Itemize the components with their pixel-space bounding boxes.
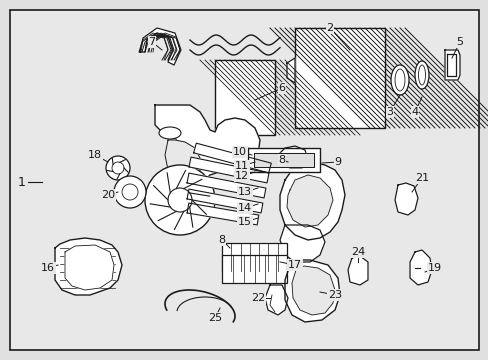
Polygon shape	[247, 148, 319, 172]
Bar	[222, 255, 286, 283]
Text: 25: 25	[207, 313, 222, 323]
Text: 17: 17	[287, 260, 302, 270]
Polygon shape	[187, 173, 265, 198]
Text: 11: 11	[235, 161, 248, 171]
Polygon shape	[187, 189, 263, 213]
Text: 19: 19	[427, 263, 441, 273]
Polygon shape	[164, 140, 200, 182]
Circle shape	[168, 188, 192, 212]
Polygon shape	[187, 203, 258, 225]
Text: 2: 2	[326, 23, 333, 33]
Polygon shape	[253, 153, 313, 167]
Ellipse shape	[414, 61, 428, 89]
Ellipse shape	[159, 127, 181, 139]
Circle shape	[106, 156, 130, 180]
Polygon shape	[394, 183, 417, 215]
Polygon shape	[140, 28, 181, 65]
Text: 20: 20	[101, 190, 115, 200]
Polygon shape	[285, 260, 339, 322]
Polygon shape	[347, 256, 367, 285]
Polygon shape	[278, 146, 307, 168]
Polygon shape	[409, 250, 431, 285]
Polygon shape	[444, 50, 459, 80]
Text: 5: 5	[456, 37, 463, 47]
Polygon shape	[446, 54, 455, 76]
Text: 21: 21	[414, 173, 428, 183]
Polygon shape	[193, 143, 271, 173]
Polygon shape	[280, 225, 325, 262]
Polygon shape	[291, 266, 334, 315]
Text: 16: 16	[41, 263, 55, 273]
Text: 7: 7	[148, 37, 155, 47]
Text: 10: 10	[232, 147, 246, 157]
Text: 3: 3	[386, 107, 393, 117]
Text: 9: 9	[334, 157, 341, 167]
Text: 1: 1	[18, 176, 26, 189]
Polygon shape	[286, 58, 294, 83]
Polygon shape	[65, 245, 114, 290]
Text: 6: 6	[278, 83, 285, 93]
Text: 8: 8	[278, 155, 285, 165]
Text: 4: 4	[410, 107, 418, 117]
Circle shape	[145, 165, 215, 235]
Bar	[222, 243, 286, 271]
Ellipse shape	[390, 65, 408, 95]
Bar	[215, 60, 274, 135]
Text: 15: 15	[238, 217, 251, 227]
Text: 8: 8	[218, 235, 225, 245]
Text: 22: 22	[250, 293, 264, 303]
Text: 18: 18	[88, 150, 102, 160]
Text: 13: 13	[238, 187, 251, 197]
Polygon shape	[264, 285, 287, 315]
Text: 12: 12	[234, 171, 248, 181]
Text: 14: 14	[238, 203, 251, 213]
Polygon shape	[280, 163, 345, 240]
Polygon shape	[55, 238, 122, 295]
Polygon shape	[188, 157, 268, 183]
Polygon shape	[155, 105, 260, 220]
Circle shape	[114, 176, 146, 208]
Bar	[294, 28, 384, 128]
Polygon shape	[286, 175, 332, 227]
Text: 24: 24	[350, 247, 365, 257]
Text: 23: 23	[327, 290, 342, 300]
